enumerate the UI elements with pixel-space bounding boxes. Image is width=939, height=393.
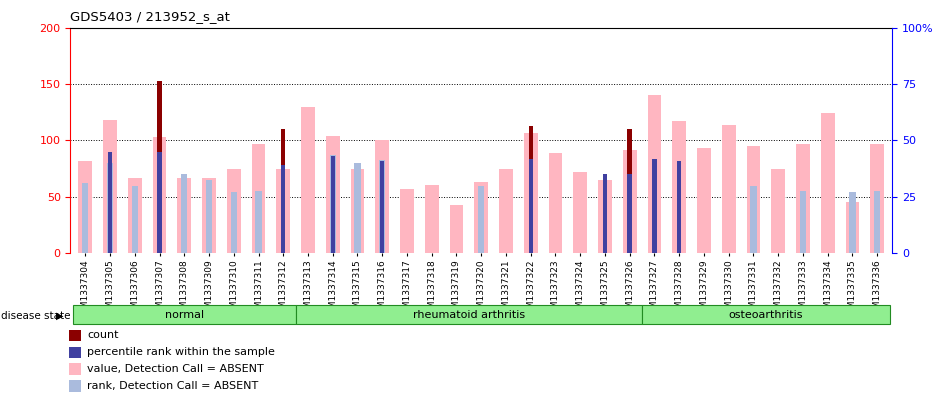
Bar <box>529 126 533 253</box>
Bar <box>750 185 757 253</box>
Bar <box>846 202 859 253</box>
Bar <box>874 191 880 253</box>
Bar <box>158 81 162 253</box>
Bar <box>181 174 188 253</box>
Bar <box>376 140 389 253</box>
Text: normal: normal <box>164 310 204 320</box>
Bar <box>474 182 488 253</box>
Bar <box>296 305 642 324</box>
Bar <box>128 178 142 253</box>
Bar <box>548 153 562 253</box>
Bar <box>653 159 656 253</box>
Bar <box>153 137 166 253</box>
Bar <box>69 380 81 392</box>
Bar <box>330 155 336 253</box>
Bar <box>747 146 761 253</box>
Bar <box>202 178 216 253</box>
Bar <box>301 107 315 253</box>
Bar <box>623 149 637 253</box>
Text: rheumatoid arthritis: rheumatoid arthritis <box>413 310 525 320</box>
Bar <box>722 125 735 253</box>
Bar <box>796 144 809 253</box>
Bar <box>331 156 335 253</box>
Text: value, Detection Call = ABSENT: value, Detection Call = ABSENT <box>87 364 264 374</box>
Bar <box>648 95 661 253</box>
Bar <box>231 193 237 253</box>
Bar <box>108 152 113 253</box>
Bar <box>158 152 162 253</box>
Bar <box>677 161 682 253</box>
Bar <box>350 169 364 253</box>
Bar <box>69 330 81 341</box>
Bar <box>252 144 266 253</box>
Bar <box>598 180 612 253</box>
Bar <box>281 129 285 253</box>
Bar <box>697 149 711 253</box>
Bar <box>627 174 632 253</box>
Text: percentile rank within the sample: percentile rank within the sample <box>87 347 275 357</box>
Bar <box>425 185 439 253</box>
Bar <box>326 136 340 253</box>
Bar <box>400 189 414 253</box>
Text: osteoarthritis: osteoarthritis <box>729 310 803 320</box>
Bar <box>450 205 463 253</box>
Bar <box>107 163 113 253</box>
Bar <box>73 305 296 324</box>
Bar <box>500 169 513 253</box>
Bar <box>627 129 632 253</box>
Bar <box>800 191 806 253</box>
Bar <box>603 174 608 253</box>
Bar <box>529 159 533 253</box>
Bar <box>354 163 361 253</box>
Text: count: count <box>87 330 118 340</box>
Text: ▶: ▶ <box>56 311 64 321</box>
Bar <box>276 169 290 253</box>
Bar <box>850 193 855 253</box>
Bar <box>478 185 485 253</box>
Bar <box>379 160 385 253</box>
Text: GDS5403 / 213952_s_at: GDS5403 / 213952_s_at <box>70 10 230 23</box>
Bar <box>281 165 285 253</box>
Bar <box>821 113 835 253</box>
Text: disease state: disease state <box>1 311 70 321</box>
Bar <box>870 144 884 253</box>
Bar <box>79 161 92 253</box>
Bar <box>206 180 212 253</box>
Bar <box>69 364 81 375</box>
Bar <box>642 305 889 324</box>
Bar <box>177 178 191 253</box>
Bar <box>672 121 686 253</box>
Bar <box>574 172 587 253</box>
Bar <box>103 120 116 253</box>
Bar <box>69 347 81 358</box>
Bar <box>131 185 138 253</box>
Bar <box>83 184 88 253</box>
Bar <box>524 132 537 253</box>
Bar <box>255 191 262 253</box>
Bar <box>380 161 384 253</box>
Text: rank, Detection Call = ABSENT: rank, Detection Call = ABSENT <box>87 381 258 391</box>
Bar <box>227 169 240 253</box>
Bar <box>772 169 785 253</box>
